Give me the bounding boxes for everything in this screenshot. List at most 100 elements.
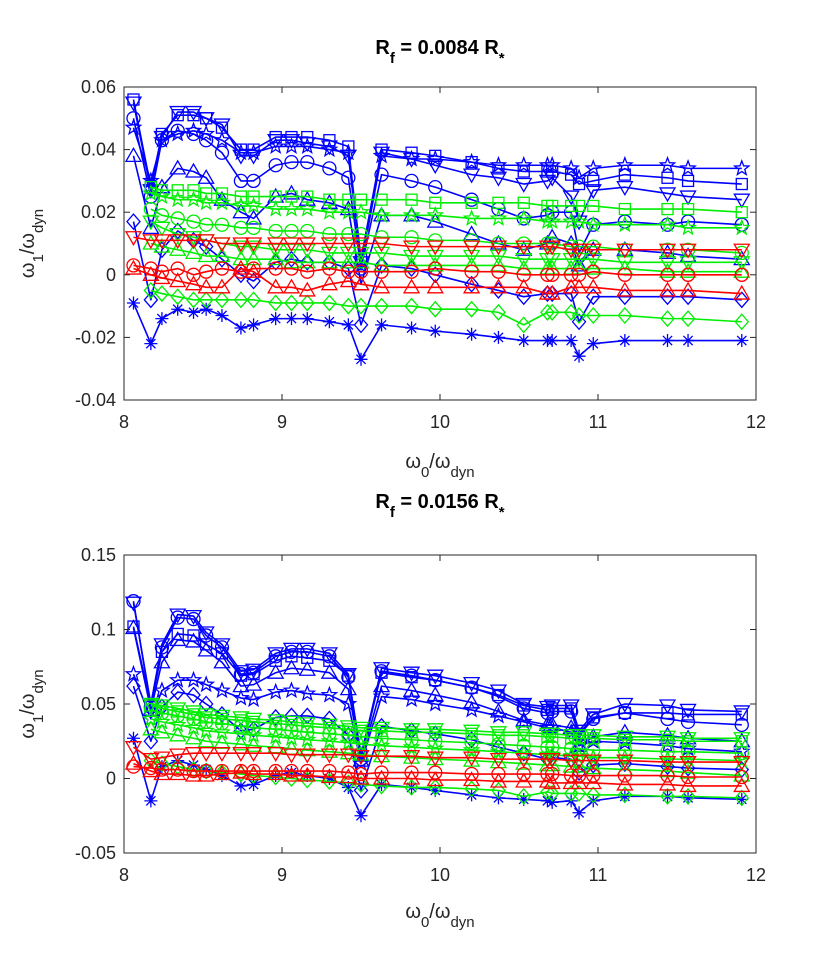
data-point bbox=[402, 769, 421, 785]
data-point bbox=[282, 199, 301, 217]
data-point bbox=[585, 786, 601, 804]
data-point bbox=[352, 754, 370, 772]
data-point bbox=[402, 278, 421, 294]
data-point bbox=[126, 731, 140, 745]
data-point bbox=[269, 769, 283, 783]
data-point bbox=[540, 794, 554, 808]
series-blue-asterisk bbox=[126, 296, 749, 366]
data-point bbox=[428, 180, 443, 195]
data-point bbox=[402, 152, 421, 168]
data-point bbox=[570, 256, 588, 272]
data-point bbox=[266, 682, 285, 700]
data-point bbox=[516, 766, 531, 782]
data-point bbox=[171, 754, 185, 768]
x-tick-label: 9 bbox=[277, 412, 287, 432]
data-point bbox=[615, 155, 634, 173]
data-point bbox=[282, 681, 301, 699]
data-point bbox=[563, 303, 579, 321]
data-point bbox=[428, 324, 442, 338]
data-point bbox=[300, 264, 315, 279]
data-point bbox=[298, 660, 316, 676]
series-line-red-triangle-up bbox=[133, 762, 742, 787]
data-point bbox=[197, 766, 215, 782]
data-point bbox=[515, 772, 533, 788]
data-point bbox=[144, 794, 158, 808]
data-point bbox=[426, 205, 445, 223]
data-point bbox=[545, 766, 560, 782]
data-point bbox=[734, 313, 750, 331]
series-blue-triangle-down bbox=[124, 96, 751, 272]
data-point bbox=[244, 237, 263, 253]
data-point bbox=[246, 220, 261, 236]
y-tick-label: -0.04 bbox=[75, 390, 116, 410]
data-point bbox=[404, 778, 419, 796]
data-point bbox=[428, 734, 443, 749]
data-point bbox=[199, 264, 214, 279]
series-line-green-star bbox=[150, 192, 742, 229]
data-point bbox=[322, 726, 337, 741]
data-point bbox=[171, 302, 185, 316]
data-point bbox=[658, 775, 677, 791]
data-point bbox=[320, 194, 339, 209]
x-tick-label: 8 bbox=[119, 412, 129, 432]
data-point bbox=[232, 747, 250, 762]
data-point bbox=[514, 712, 533, 730]
data-point bbox=[462, 771, 481, 787]
data-point bbox=[733, 755, 751, 771]
data-point bbox=[282, 237, 301, 253]
data-point bbox=[300, 725, 315, 740]
data-point bbox=[142, 762, 160, 778]
data-point bbox=[402, 205, 421, 223]
data-point bbox=[465, 327, 479, 341]
series-line-green-circle bbox=[150, 208, 742, 254]
data-point bbox=[199, 133, 214, 148]
data-point bbox=[465, 727, 478, 740]
data-point bbox=[563, 704, 579, 719]
x-tick-label: 11 bbox=[589, 412, 608, 432]
data-point bbox=[320, 140, 339, 156]
data-point bbox=[586, 768, 601, 783]
data-point bbox=[570, 252, 588, 268]
data-point bbox=[153, 723, 171, 739]
data-point bbox=[372, 246, 391, 262]
data-point bbox=[570, 212, 588, 230]
data-point bbox=[232, 237, 250, 253]
data-point bbox=[489, 706, 508, 724]
data-point bbox=[587, 711, 600, 724]
data-point bbox=[405, 193, 418, 206]
data-point bbox=[214, 716, 230, 731]
data-point bbox=[320, 748, 339, 764]
data-point bbox=[538, 212, 557, 230]
data-point bbox=[543, 727, 561, 743]
data-point bbox=[584, 708, 602, 724]
data-point bbox=[462, 209, 481, 227]
data-point bbox=[658, 187, 677, 203]
data-point bbox=[232, 259, 250, 275]
data-point bbox=[184, 766, 203, 782]
data-point bbox=[372, 721, 391, 737]
series-line-blue-square bbox=[132, 626, 742, 756]
data-point bbox=[232, 240, 250, 256]
data-point bbox=[215, 769, 229, 783]
data-point bbox=[426, 771, 444, 787]
data-point bbox=[428, 765, 443, 780]
y-tick-label: 0.15 bbox=[81, 545, 116, 565]
data-point bbox=[617, 288, 633, 306]
data-point bbox=[570, 168, 588, 186]
data-point bbox=[298, 281, 316, 297]
data-point bbox=[197, 193, 216, 211]
data-point bbox=[491, 737, 506, 752]
data-point bbox=[584, 759, 602, 775]
data-point bbox=[489, 702, 508, 718]
data-point bbox=[543, 774, 561, 790]
data-point bbox=[300, 312, 314, 326]
data-point bbox=[572, 199, 586, 213]
data-point bbox=[298, 137, 316, 153]
data-point bbox=[427, 266, 443, 284]
data-point bbox=[213, 681, 231, 699]
data-point bbox=[543, 171, 561, 187]
data-point bbox=[489, 240, 508, 256]
data-point bbox=[284, 707, 299, 725]
data-point bbox=[299, 294, 315, 312]
data-point bbox=[571, 768, 587, 783]
